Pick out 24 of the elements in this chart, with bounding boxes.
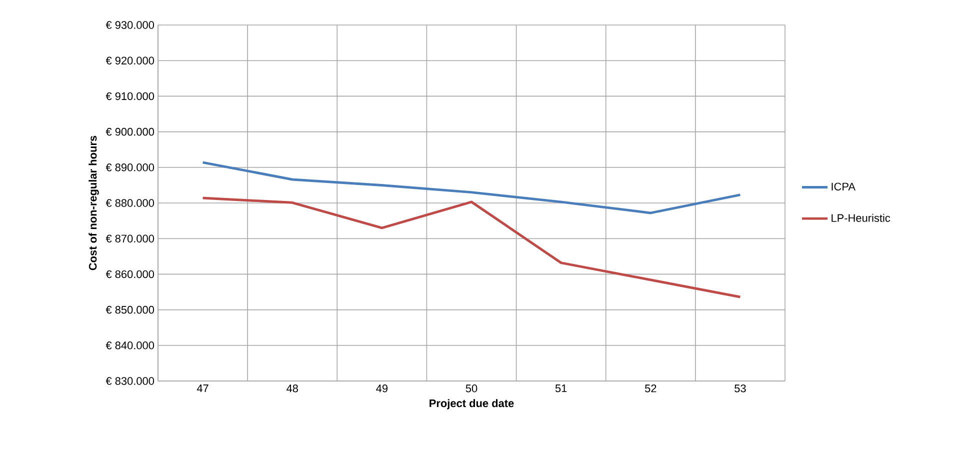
y-tick-label: € 890.000 xyxy=(106,164,154,172)
x-tick-label: 52 xyxy=(644,384,656,392)
x-tick-label: 50 xyxy=(466,384,478,392)
y-tick-label: € 840.000 xyxy=(106,342,154,350)
legend-label: ICPA xyxy=(832,182,856,190)
y-tick-label: € 830.000 xyxy=(106,377,154,385)
y-tick-label: € 930.000 xyxy=(106,21,154,29)
y-tick-label: € 860.000 xyxy=(106,270,154,278)
x-tick-label: 53 xyxy=(734,384,746,392)
y-tick-label: € 900.000 xyxy=(106,128,154,136)
x-tick-label: 49 xyxy=(376,384,388,392)
x-tick-label: 48 xyxy=(286,384,298,392)
x-tick-label: 47 xyxy=(196,384,208,392)
line-series xyxy=(202,196,742,298)
y-tick-label: € 920.000 xyxy=(106,56,154,64)
x-tick-label: 51 xyxy=(555,384,567,392)
y-tick-label: € 850.000 xyxy=(106,306,154,314)
y-axis-title: Cost of non-regular hours xyxy=(88,136,99,270)
y-tick-label: € 910.000 xyxy=(106,92,154,100)
y-tick-label: € 880.000 xyxy=(106,199,154,207)
legend-label: LP-Heuristic xyxy=(832,214,890,222)
line-series xyxy=(202,161,742,214)
x-axis-title: Project due date xyxy=(430,399,514,410)
y-tick-label: € 870.000 xyxy=(106,234,154,242)
